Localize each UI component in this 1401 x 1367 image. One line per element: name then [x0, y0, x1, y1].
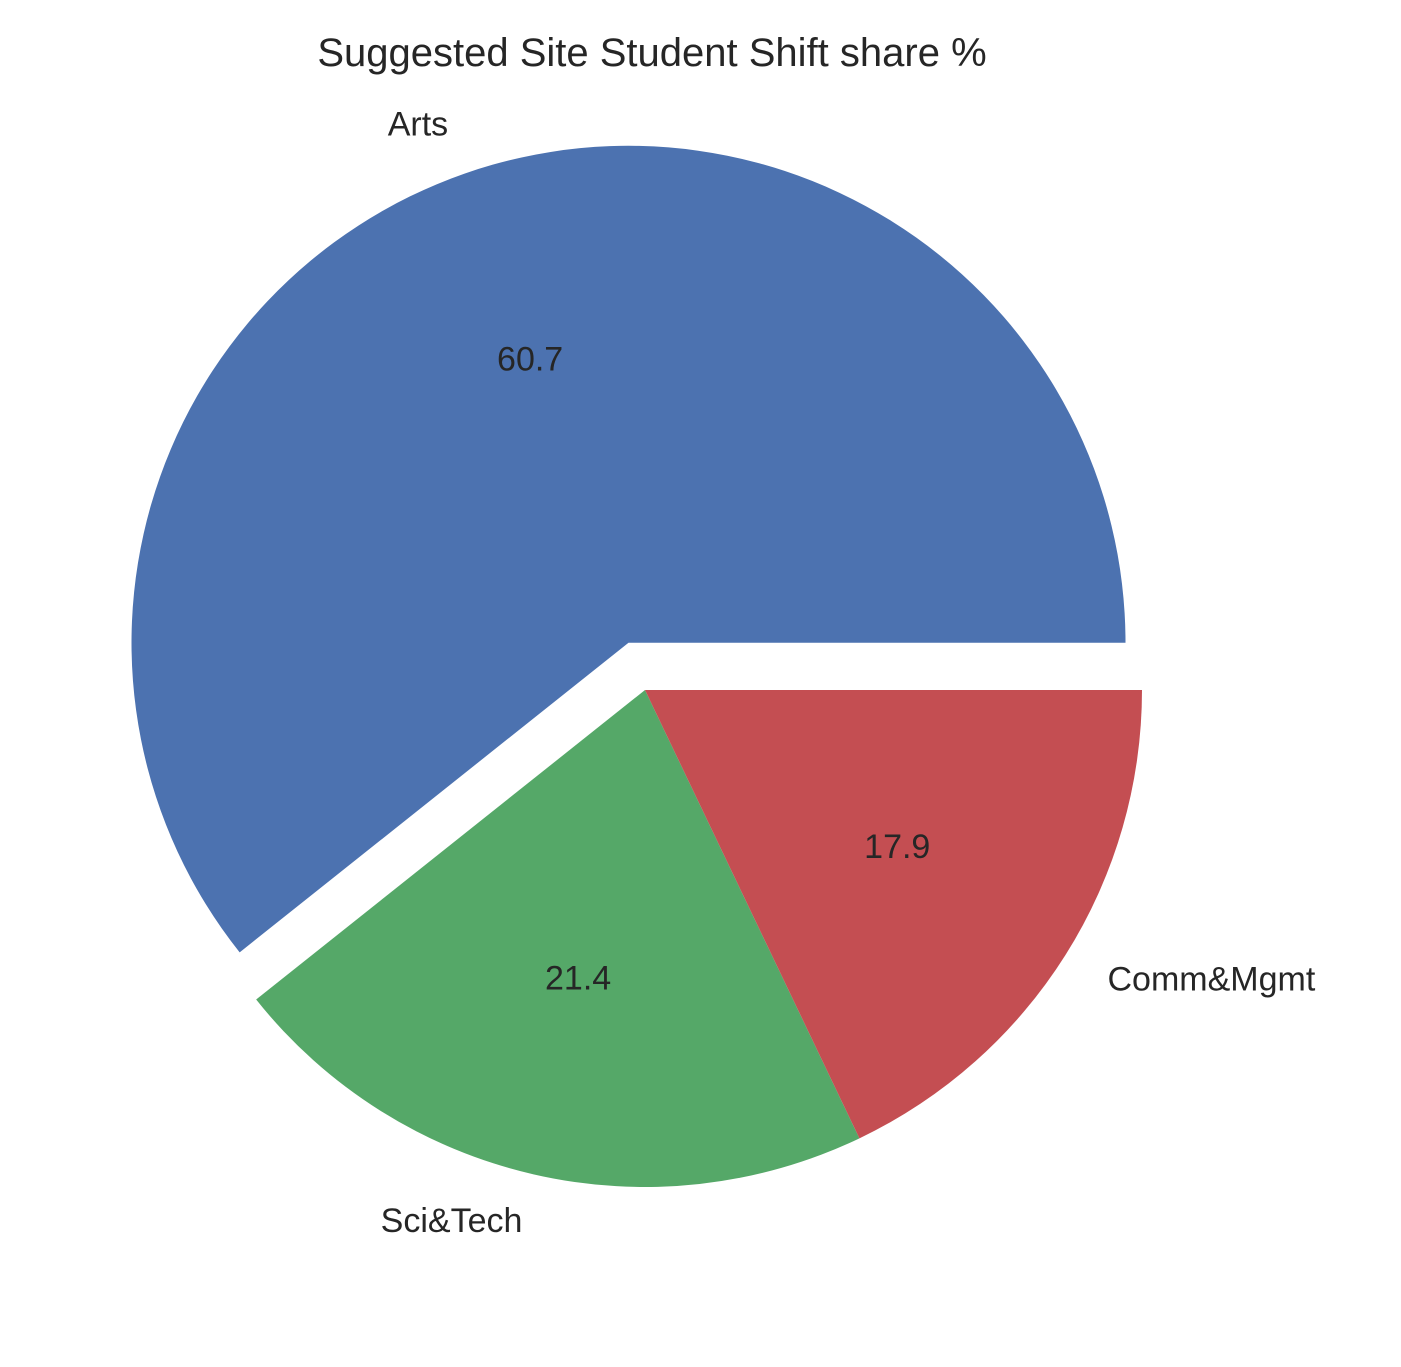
slice-label-comm-mgmt: Comm&Mgmt	[1108, 960, 1316, 998]
pie-labels: Arts 60.7 Sci&Tech 21.4 Comm&Mgmt 17.9	[381, 106, 1316, 1240]
chart-title: Suggested Site Student Shift share %	[317, 31, 986, 75]
slice-value-comm-mgmt: 17.9	[864, 828, 930, 866]
pie-slice-arts	[131, 145, 1126, 953]
slice-label-sci-tech: Sci&Tech	[381, 1202, 523, 1240]
pie-slice-comm-mgmt	[645, 690, 1142, 1139]
slice-value-arts: 60.7	[497, 340, 563, 378]
slice-label-arts: Arts	[388, 106, 448, 144]
pie-slices	[131, 145, 1142, 1187]
slice-value-sci-tech: 21.4	[545, 960, 611, 998]
pie-slice-sci-tech	[256, 690, 860, 1187]
